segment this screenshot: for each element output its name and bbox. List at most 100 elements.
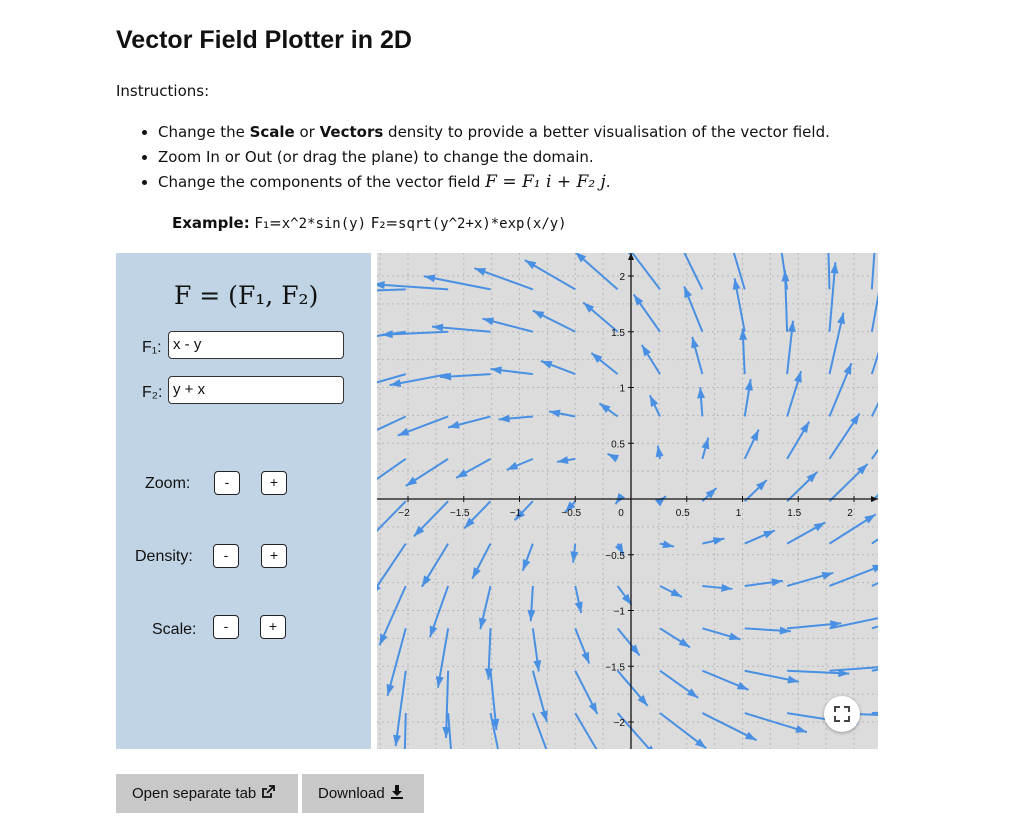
- vector-arrowhead: [795, 725, 808, 733]
- vector-arrowhead: [694, 738, 707, 749]
- f2-label: F₂:: [142, 384, 163, 401]
- vector-arrowhead: [779, 626, 791, 635]
- vector-arrowhead: [478, 617, 487, 630]
- zoom-label: Zoom:: [145, 475, 191, 492]
- example-f2-label: F₂=: [370, 214, 399, 232]
- vector-arrow: [683, 253, 704, 290]
- x-axis-arrow: [871, 496, 878, 502]
- scale-label: Scale:: [152, 621, 197, 638]
- vector-arrowhead: [821, 571, 834, 580]
- download-label: Download: [318, 785, 385, 802]
- download-icon: [390, 785, 403, 799]
- vector-arrowhead: [472, 567, 481, 579]
- example-f1-label: F₁=: [254, 214, 282, 232]
- fullscreen-button[interactable]: [824, 696, 860, 732]
- density-label: Density:: [135, 548, 193, 565]
- vector-arrow: [829, 666, 878, 672]
- vector-arrowhead: [621, 593, 632, 606]
- vector-arrow: [386, 628, 407, 696]
- open-separate-tab-button[interactable]: Open separate tab: [116, 774, 298, 813]
- vector-arrowhead: [649, 395, 659, 407]
- density-increase-button[interactable]: +: [261, 544, 287, 568]
- vector-arrow: [829, 617, 878, 630]
- vector-arrow: [377, 543, 407, 589]
- vector-arrowhead: [533, 660, 542, 672]
- vector-arrow: [827, 253, 831, 290]
- y-tick-label: 2: [619, 272, 625, 283]
- control-panel: F = (F₁, F₂) F₁: x - y F₂: y + x Zoom: -…: [116, 253, 371, 749]
- vector-arrowhead: [413, 525, 425, 537]
- vector-arrowhead: [732, 278, 741, 290]
- vector-arrow: [828, 262, 837, 332]
- scale-increase-button[interactable]: +: [260, 615, 286, 639]
- vector-arrowhead: [637, 694, 648, 706]
- density-decrease-button[interactable]: -: [213, 544, 239, 568]
- vector-arrow: [377, 283, 449, 291]
- vector-arrowhead: [647, 745, 653, 749]
- vector-arrowhead: [506, 461, 519, 470]
- scale-decrease-button[interactable]: -: [213, 615, 239, 639]
- vector-arrow: [574, 712, 598, 749]
- zoom-in-button[interactable]: +: [261, 471, 287, 495]
- x-tick-label: 1: [736, 508, 742, 519]
- vector-arrowhead: [614, 543, 624, 555]
- vector-arrowhead: [599, 403, 611, 414]
- page-title: Vector Field Plotter in 2D: [116, 26, 412, 54]
- vector-arrow: [870, 401, 878, 417]
- vector-arrowhead: [872, 564, 878, 573]
- instructions-list: Change the Scale or Vectors density to p…: [140, 120, 830, 195]
- vector-arrowhead: [540, 710, 548, 722]
- vector-arrowhead: [532, 310, 545, 320]
- vector-arrowhead: [448, 420, 460, 429]
- vector-arrowhead: [701, 437, 710, 450]
- y-tick-label: −1: [614, 607, 626, 618]
- f2-input[interactable]: y + x: [168, 376, 344, 404]
- vector-arrowhead: [744, 379, 753, 391]
- vector-arrow: [870, 291, 878, 332]
- vector-arrowhead: [739, 328, 748, 340]
- vector-arrow: [780, 253, 789, 290]
- vector-arrowhead: [607, 453, 620, 463]
- y-axis-arrow: [628, 253, 634, 260]
- vector-arrowhead: [435, 676, 444, 688]
- vector-arrow: [870, 351, 878, 375]
- x-tick-label: −1: [510, 508, 522, 519]
- vector-arrowhead: [565, 501, 576, 513]
- vector-arrowhead: [421, 575, 432, 587]
- graph-view[interactable]: −2 −1.5 −1 −0.5 0 0.5 1 1.5 2 2 1.5 1 0.5 −0.5 −1 −1.5 −…: [377, 253, 878, 749]
- vector-arrowhead: [838, 669, 850, 678]
- vector-arrow: [871, 538, 878, 545]
- vector-arrow: [377, 373, 407, 384]
- vector-arrow: [447, 713, 452, 749]
- vector-arrowhead: [393, 734, 402, 747]
- x-tick-label: 2: [847, 508, 853, 519]
- vector-arrowhead: [794, 371, 802, 383]
- y-tick-label: −0.5: [605, 551, 625, 562]
- vector-arrowhead: [763, 530, 775, 539]
- zoom-out-button[interactable]: -: [214, 471, 240, 495]
- vector-arrowhead: [662, 540, 674, 549]
- f1-label: F₁:: [142, 339, 162, 356]
- vector-arrowhead: [654, 496, 666, 507]
- vector-arrowhead: [684, 286, 692, 299]
- vector-arrow: [870, 253, 876, 290]
- vector-arrowhead: [557, 456, 569, 465]
- f1-input[interactable]: x - y: [168, 331, 344, 359]
- vector-arrowhead: [705, 488, 717, 499]
- vector-arrowhead: [389, 379, 402, 388]
- vector-arrowhead: [464, 517, 475, 529]
- y-tick-label: −2: [614, 718, 626, 729]
- x-tick-label: −1.5: [450, 508, 470, 519]
- vector-arrowhead: [736, 681, 749, 690]
- bullet-text: or: [294, 123, 320, 141]
- vector-arrow: [531, 712, 548, 749]
- vector-arrow: [489, 712, 499, 749]
- vector-arrowhead: [423, 274, 436, 283]
- vector-arrowhead: [800, 421, 810, 434]
- vector-field-plot[interactable]: −2 −1.5 −1 −0.5 0 0.5 1 1.5 2 2 1.5 1 0.5 −0.5 −1 −1.5 −…: [377, 253, 878, 749]
- external-link-icon: [262, 785, 276, 798]
- download-button[interactable]: Download: [302, 774, 424, 813]
- vector-arrowhead: [377, 585, 381, 591]
- vector-arrowhead: [697, 387, 706, 399]
- vector-arrowhead: [850, 413, 860, 425]
